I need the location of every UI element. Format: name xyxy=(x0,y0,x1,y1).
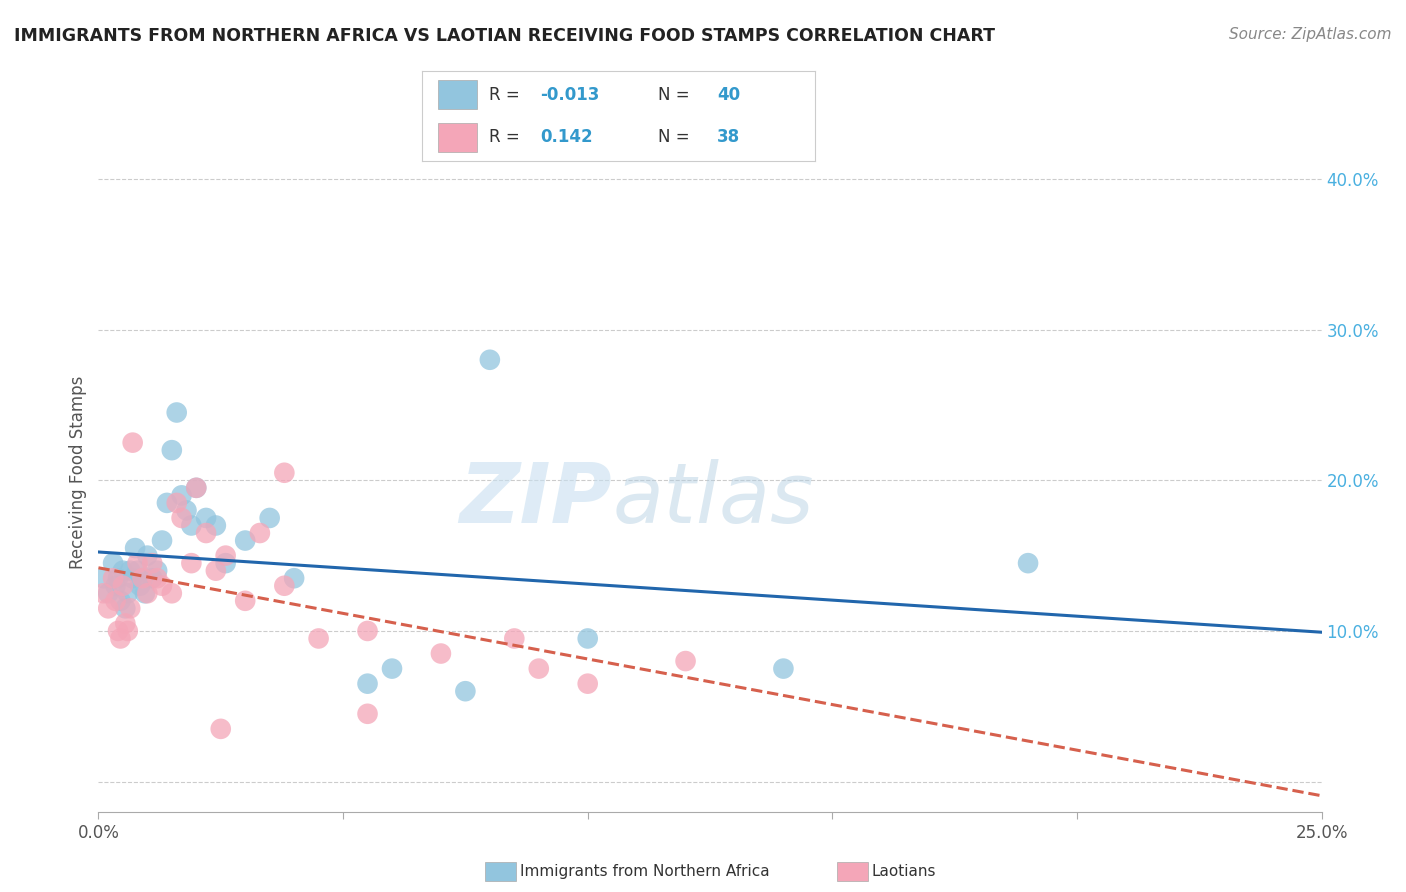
Point xyxy=(430,647,453,661)
Point xyxy=(156,496,179,510)
Point xyxy=(576,632,599,646)
Point xyxy=(186,481,208,495)
Point xyxy=(205,518,228,533)
Text: atlas: atlas xyxy=(612,459,814,541)
Point xyxy=(150,533,173,548)
Point xyxy=(283,571,305,585)
Point xyxy=(141,556,163,570)
Point xyxy=(146,564,169,578)
Text: -0.013: -0.013 xyxy=(540,86,599,103)
Point xyxy=(91,586,114,600)
Text: N =: N = xyxy=(658,128,695,146)
Point xyxy=(166,405,188,419)
Text: Laotians: Laotians xyxy=(872,864,936,879)
Point xyxy=(273,466,295,480)
Point xyxy=(576,676,599,690)
Point xyxy=(209,722,232,736)
Point xyxy=(111,564,134,578)
Point xyxy=(166,496,188,510)
Point xyxy=(114,601,136,615)
Point xyxy=(104,594,127,608)
Point xyxy=(91,571,114,585)
Text: N =: N = xyxy=(658,86,695,103)
Text: 0.142: 0.142 xyxy=(540,128,592,146)
Point xyxy=(1017,556,1039,570)
Text: ZIP: ZIP xyxy=(460,459,612,541)
Point xyxy=(195,511,218,525)
Point xyxy=(356,676,378,690)
Point xyxy=(170,511,193,525)
Point xyxy=(150,579,173,593)
Point xyxy=(527,662,550,676)
Point xyxy=(107,624,129,638)
Text: 38: 38 xyxy=(717,128,740,146)
Point xyxy=(478,352,501,367)
Point xyxy=(176,503,198,517)
Bar xyxy=(437,80,477,109)
Point xyxy=(180,518,202,533)
Text: R =: R = xyxy=(489,86,524,103)
Point xyxy=(186,481,208,495)
Point xyxy=(110,594,132,608)
Point xyxy=(97,586,120,600)
Point xyxy=(160,443,183,458)
Point xyxy=(117,586,139,600)
Point xyxy=(121,571,143,585)
Point xyxy=(124,541,146,555)
Text: IMMIGRANTS FROM NORTHERN AFRICA VS LAOTIAN RECEIVING FOOD STAMPS CORRELATION CHA: IMMIGRANTS FROM NORTHERN AFRICA VS LAOTI… xyxy=(14,27,995,45)
Point xyxy=(101,571,124,585)
Point xyxy=(675,654,697,668)
Point xyxy=(356,706,378,721)
Point xyxy=(180,556,202,570)
Point xyxy=(233,533,256,548)
Point xyxy=(134,586,156,600)
Text: Immigrants from Northern Africa: Immigrants from Northern Africa xyxy=(520,864,770,879)
Point xyxy=(259,511,281,525)
Point xyxy=(195,526,218,541)
Point xyxy=(170,488,193,502)
Text: R =: R = xyxy=(489,128,524,146)
Point xyxy=(131,571,153,585)
Point xyxy=(120,601,142,615)
Point xyxy=(249,526,271,541)
Text: Source: ZipAtlas.com: Source: ZipAtlas.com xyxy=(1229,27,1392,42)
Point xyxy=(160,586,183,600)
Point xyxy=(136,586,159,600)
Point xyxy=(308,632,330,646)
Point xyxy=(141,571,163,585)
Point xyxy=(136,549,159,563)
Point xyxy=(129,579,152,593)
Point xyxy=(117,624,139,638)
Point xyxy=(121,435,143,450)
Point xyxy=(146,571,169,585)
Point xyxy=(273,579,295,593)
Point xyxy=(205,564,228,578)
Point xyxy=(772,662,794,676)
Point xyxy=(131,571,153,585)
Point xyxy=(104,579,127,593)
Point xyxy=(381,662,404,676)
Point xyxy=(127,564,149,578)
Point xyxy=(454,684,477,698)
Bar xyxy=(437,123,477,152)
Y-axis label: Receiving Food Stamps: Receiving Food Stamps xyxy=(69,376,87,569)
Text: 40: 40 xyxy=(717,86,740,103)
Point xyxy=(214,549,236,563)
Point xyxy=(114,616,136,631)
Point xyxy=(214,556,236,570)
Point xyxy=(107,571,129,585)
Point xyxy=(111,579,134,593)
Point xyxy=(233,594,256,608)
Point xyxy=(356,624,378,638)
Point xyxy=(101,556,124,570)
Point xyxy=(110,632,132,646)
Point xyxy=(503,632,526,646)
Point xyxy=(97,601,120,615)
Point xyxy=(127,556,149,570)
Point xyxy=(120,564,142,578)
